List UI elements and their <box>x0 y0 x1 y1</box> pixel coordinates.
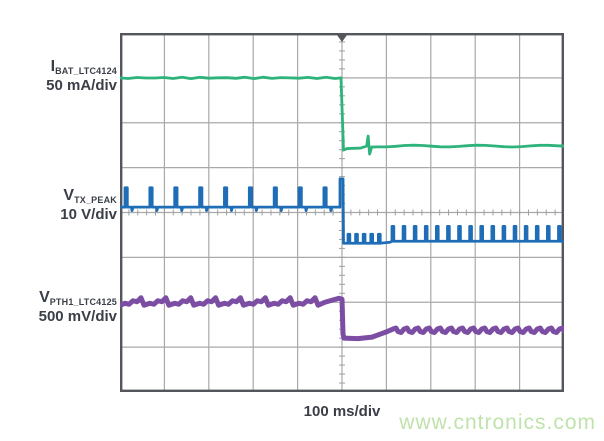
channel-label-vpth1: VPTH1_LTC4125 500 mV/div <box>39 289 117 325</box>
scope-plot-area <box>117 32 571 393</box>
channel-label-ibat: IBAT_LTC4124 50 mA/div <box>46 58 117 94</box>
signal-letter: I <box>50 58 56 75</box>
signal-letter: V <box>63 187 75 204</box>
scale-label-vtxpeak: 10 V/div <box>60 205 117 223</box>
watermark-text: www.cntronics.com <box>399 411 596 434</box>
scale-label-vpth1: 500 mV/div <box>38 307 117 325</box>
signal-name-vtxpeak: VTX_PEAK <box>60 187 117 206</box>
signal-name-vpth1: VPTH1_LTC4125 <box>39 289 117 308</box>
signal-subscript: TX_PEAK <box>74 195 117 205</box>
signal-name-ibat: IBAT_LTC4124 <box>46 58 117 77</box>
signal-subscript: BAT_LTC4124 <box>55 66 117 76</box>
signal-subscript: PTH1_LTC4125 <box>49 297 117 307</box>
scope-grid-svg <box>117 32 571 393</box>
channel-label-vtxpeak: VTX_PEAK 10 V/div <box>60 187 117 223</box>
signal-letter: V <box>39 289 50 306</box>
timebase-label: 100 ms/div <box>303 403 381 420</box>
scale-label-ibat: 50 mA/div <box>46 76 117 94</box>
